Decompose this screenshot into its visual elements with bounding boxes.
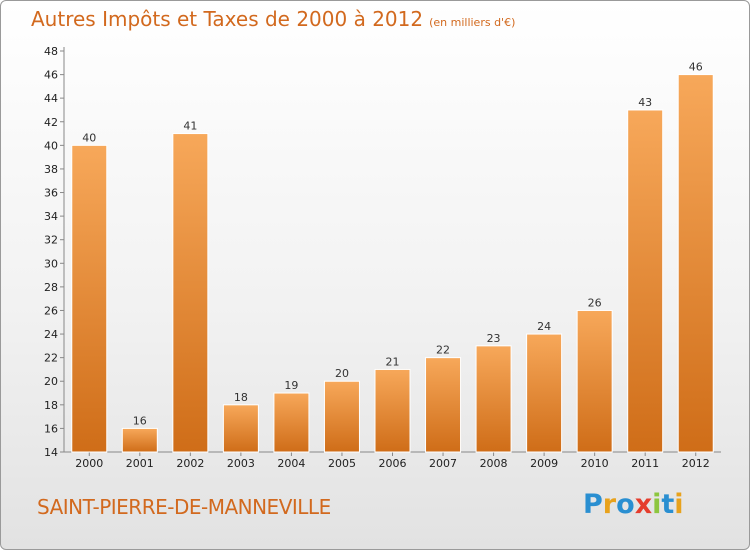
y-tick-label: 26 — [44, 304, 58, 317]
bar — [576, 309, 613, 453]
x-tick-label: 2000 — [75, 457, 103, 470]
bar-data-label: 40 — [82, 131, 96, 144]
chart-axes: 14 16 18 20 22 24 26 28 30 32 34 36 38 40 42 44 46 48 2000… — [44, 45, 721, 470]
logo-letter: t — [661, 489, 675, 520]
logo-letter: x — [634, 489, 653, 520]
logo-letter: o — [616, 489, 635, 520]
bar — [677, 74, 714, 453]
x-tick-label: 2004 — [277, 457, 305, 470]
y-tick-label: 36 — [44, 187, 58, 200]
x-tick-label: 2002 — [176, 457, 204, 470]
x-tick-label: 2011 — [631, 457, 659, 470]
y-tick-label: 46 — [44, 69, 58, 82]
bar-data-label: 22 — [436, 344, 450, 357]
y-tick-label: 18 — [44, 399, 58, 412]
y-tick-label: 32 — [44, 234, 58, 247]
bar-data-label: 16 — [133, 414, 147, 427]
bar-data-label: 46 — [689, 61, 703, 74]
logo-letter: i — [652, 489, 662, 520]
y-tick-label: 44 — [44, 92, 58, 105]
chart-unit-note: (en milliers d'€) — [429, 16, 516, 29]
bar-data-label: 23 — [487, 332, 501, 345]
y-tick-label: 16 — [44, 422, 58, 435]
y-tick-label: 22 — [44, 352, 58, 365]
bar — [475, 345, 512, 453]
bar-data-label: 20 — [335, 367, 349, 380]
bar-data-label: 24 — [537, 320, 551, 333]
x-tick-label: 2008 — [480, 457, 508, 470]
commune-name: SAINT-PIERRE-DE-MANNEVILLE — [37, 495, 331, 519]
x-tick-label: 2003 — [227, 457, 255, 470]
bar-data-label: 26 — [588, 296, 602, 309]
y-tick-label: 42 — [44, 116, 58, 129]
logo-letter: i — [674, 489, 684, 520]
x-tick-label: 2010 — [581, 457, 609, 470]
bar — [71, 144, 108, 453]
bar — [222, 404, 259, 453]
x-tick-label: 2005 — [328, 457, 356, 470]
bar — [425, 357, 462, 453]
bar-data-label: 21 — [386, 355, 400, 368]
bar — [374, 368, 411, 453]
chart-title: Autres Impôts et Taxes de 2000 à 2012 (en… — [31, 7, 515, 31]
y-tick-label: 48 — [44, 45, 58, 58]
logo-letter: P — [583, 489, 603, 520]
y-tick-label: 24 — [44, 328, 58, 341]
y-tick-label: 30 — [44, 257, 58, 270]
y-tick-label: 28 — [44, 281, 58, 294]
chart-title-text: Autres Impôts et Taxes de 2000 à 2012 — [31, 7, 424, 31]
x-tick-label: 2001 — [126, 457, 154, 470]
chart-data-labels: 40 16 41 18 19 20 21 22 23 24 26 43 46 — [82, 61, 702, 428]
bar-data-label: 19 — [284, 379, 298, 392]
x-tick-label: 2012 — [682, 457, 710, 470]
x-tick-label: 2009 — [530, 457, 558, 470]
bar-data-label: 41 — [183, 120, 197, 133]
y-tick-label: 20 — [44, 375, 58, 388]
chart-bars — [71, 74, 714, 453]
bar — [172, 133, 209, 453]
logo-letter: r — [602, 489, 617, 520]
bar-data-label: 18 — [234, 391, 248, 404]
bar — [273, 392, 310, 453]
proxiti-logo: Proxiti — [583, 489, 684, 520]
y-tick-label: 40 — [44, 139, 58, 152]
bar — [627, 109, 664, 453]
y-tick-label: 34 — [44, 210, 58, 223]
bar — [121, 427, 158, 453]
x-tick-label: 2006 — [379, 457, 407, 470]
bar — [323, 380, 360, 453]
x-tick-label: 2007 — [429, 457, 457, 470]
bar-data-label: 43 — [638, 96, 652, 109]
bar — [526, 333, 563, 453]
y-tick-label: 14 — [44, 446, 58, 459]
y-tick-label: 38 — [44, 163, 58, 176]
